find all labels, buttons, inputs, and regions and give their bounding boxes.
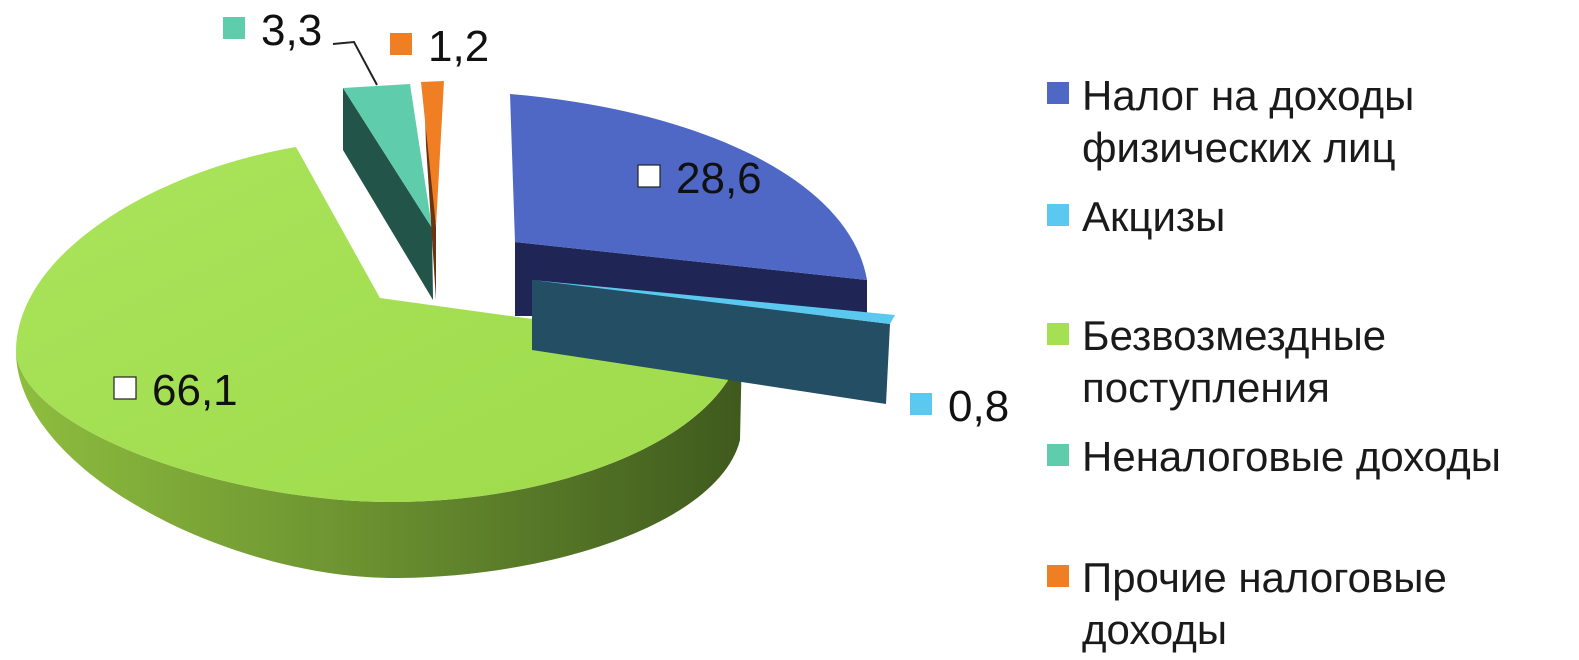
label-marker — [910, 393, 932, 415]
slice-side — [532, 280, 890, 404]
slice-side — [15, 348, 743, 579]
data-label-text: 28,6 — [676, 154, 762, 203]
data-label-text: 0,8 — [948, 382, 1009, 431]
pie-slice-aktsizy — [532, 280, 895, 404]
legend-swatch — [1047, 204, 1069, 226]
slice-top — [421, 81, 444, 226]
slice-top — [510, 94, 867, 280]
data-label-ndfl: 28,6 — [637, 154, 762, 203]
legend-item-bezvozmezdnye: Безвозмездные поступления — [1047, 312, 1398, 411]
slice-side — [343, 88, 433, 300]
data-label-text: 1,2 — [428, 22, 489, 71]
legend-item-ndfl: Налог на доходы физических лиц — [1047, 72, 1426, 171]
pie-slice-prochie — [421, 81, 444, 300]
legend-swatch — [1047, 82, 1069, 104]
legend-label: Акцизы — [1082, 193, 1225, 240]
data-label-bezvozmezdnye: 66,1 — [113, 366, 238, 415]
data-label-aktsizy: 0,8 — [910, 382, 1009, 431]
legend-item-aktsizy: Акцизы — [1047, 193, 1225, 240]
legend-swatch — [1047, 565, 1069, 587]
slice-top — [343, 84, 432, 228]
slice-top — [532, 280, 895, 324]
label-marker — [637, 164, 661, 188]
data-label-text: 66,1 — [152, 366, 238, 415]
leader-line — [332, 40, 378, 86]
legend-label: Прочие налоговые доходы — [1082, 554, 1459, 653]
legend-label: Неналоговые доходы — [1082, 433, 1501, 480]
legend-swatch — [1047, 323, 1069, 345]
legend-label: Безвозмездные поступления — [1082, 312, 1398, 411]
pie-slice-ndfl — [510, 94, 867, 316]
label-marker — [223, 17, 245, 39]
data-label-prochie: 1,2 — [390, 22, 489, 71]
pie-slice-nenalogovye — [343, 84, 433, 300]
slice-top — [16, 147, 742, 503]
label-marker — [113, 376, 137, 400]
legend: Налог на доходы физических лиц Акцизы Бе… — [1047, 72, 1501, 653]
data-label-text: 3,3 — [261, 6, 322, 55]
data-label-nenalogovye: 3,3 — [223, 6, 378, 86]
label-marker — [390, 33, 412, 55]
legend-swatch — [1047, 444, 1069, 466]
legend-item-nenalogovye: Неналоговые доходы — [1047, 433, 1501, 480]
legend-label: Налог на доходы физических лиц — [1082, 72, 1426, 171]
legend-item-prochie: Прочие налоговые доходы — [1047, 554, 1459, 653]
pie-slice-bezvozmezdnye — [15, 147, 743, 579]
